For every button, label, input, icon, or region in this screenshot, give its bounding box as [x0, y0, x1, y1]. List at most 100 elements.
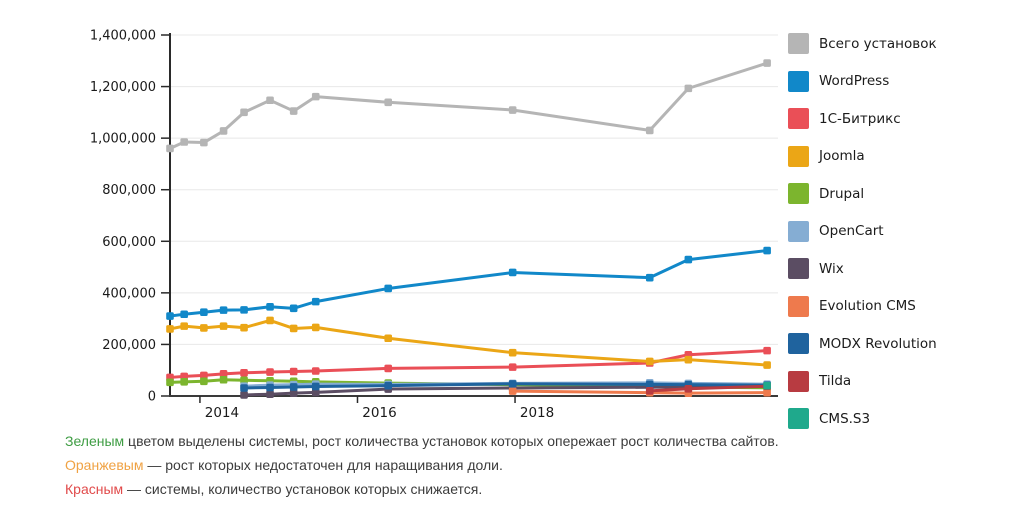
series-marker: [763, 59, 771, 67]
series-marker: [289, 107, 298, 115]
series-marker: [311, 382, 320, 391]
series-marker: [200, 308, 208, 316]
series-marker: [240, 323, 248, 332]
legend-swatch: [788, 33, 809, 54]
legend-label: Tilda: [819, 373, 852, 389]
series-marker: [289, 324, 298, 333]
series-marker: [384, 334, 393, 343]
series-marker: [219, 322, 228, 330]
series-marker: [166, 312, 174, 320]
legend-item-9[interactable]: Tilda: [788, 370, 1013, 392]
series-marker: [645, 387, 654, 395]
series-marker: [684, 84, 693, 93]
series-marker: [645, 380, 654, 389]
series-marker: [180, 378, 188, 386]
legend-item-6[interactable]: Wix: [788, 258, 1013, 279]
series-marker: [289, 389, 298, 397]
legend-label: 1С-Битрикс: [819, 110, 901, 127]
series-marker: [684, 255, 693, 264]
y-axis-label: 1,000,000: [90, 132, 156, 147]
legend-label: Evolution CMS: [819, 298, 916, 314]
chart-legend: Всего установок WordPress 1С-Битрикс Joomla…: [788, 33, 1013, 446]
series-marker: [645, 357, 654, 366]
series-marker: [763, 388, 771, 397]
footnote-color-word: Зеленым: [65, 433, 125, 449]
legend-item-4[interactable]: Drupal: [788, 183, 1013, 204]
y-axis-label: 400,000: [102, 286, 156, 301]
x-axis-label: 2014: [205, 405, 239, 421]
series-marker: [200, 324, 208, 332]
series-marker: [166, 378, 174, 387]
legend-label: OpenCart: [819, 223, 884, 239]
series-marker: [266, 368, 274, 376]
footnote-1: Оранжевым — рост которых недостаточен дл…: [65, 457, 779, 473]
legend-label: Drupal: [819, 185, 865, 202]
series-marker: [166, 325, 174, 333]
legend-item-5[interactable]: OpenCart: [788, 220, 1013, 242]
series-marker: [311, 92, 320, 101]
legend-swatch: [788, 295, 809, 317]
series-marker: [508, 363, 517, 371]
series-marker: [266, 96, 274, 105]
legend-swatch: [788, 183, 809, 204]
footnote-0: Зеленым цветом выделены системы, рост ко…: [65, 433, 779, 449]
y-axis-label: 1,200,000: [90, 80, 156, 95]
series-marker: [684, 384, 693, 393]
series-marker: [240, 384, 248, 392]
series-marker: [311, 367, 320, 375]
series-marker: [384, 364, 393, 373]
footnote-2: Красным — системы, количество установок …: [65, 481, 779, 497]
series-marker: [219, 370, 228, 378]
line-chart: 0 200,000 400,000 600,000 800,000 1,000,000 1,…: [90, 29, 778, 421]
series-marker: [266, 390, 274, 398]
series-marker: [645, 126, 654, 135]
x-axis-label: 2016: [362, 405, 396, 421]
series-marker: [219, 306, 228, 314]
series-line: [511, 389, 769, 395]
series-line: [168, 349, 769, 379]
series-marker: [311, 323, 320, 332]
series-marker: [508, 106, 517, 114]
series-marker: [289, 383, 298, 391]
legend-item-8[interactable]: MODX Revolution: [788, 333, 1013, 354]
legend-swatch: [788, 108, 809, 129]
legend-swatch: [788, 145, 809, 167]
legend-label: CMS.S3: [819, 410, 871, 427]
series-line: [168, 61, 769, 150]
series-marker: [763, 346, 771, 355]
legend-swatch: [788, 333, 809, 354]
series-marker: [219, 375, 228, 384]
series-marker: [200, 138, 208, 147]
series-marker: [289, 304, 298, 313]
series-marker: [508, 387, 517, 395]
legend-label: Всего установок: [819, 35, 937, 52]
x-axis-label: 2018: [520, 405, 554, 421]
legend-item-0[interactable]: Всего установок: [788, 33, 1013, 54]
series-marker: [508, 348, 517, 357]
legend-item-7[interactable]: Evolution CMS: [788, 295, 1013, 317]
series-marker: [311, 297, 320, 306]
series-marker: [645, 273, 654, 282]
legend-item-1[interactable]: WordPress: [788, 70, 1013, 92]
series-marker: [384, 381, 393, 390]
legend-label: Joomla: [819, 148, 865, 164]
footnote-color-word: Оранжевым: [65, 457, 144, 473]
series-marker: [763, 361, 771, 369]
legend-label: Wix: [819, 260, 844, 277]
series-marker: [508, 380, 517, 388]
chart-footnotes: Зеленым цветом выделены системы, рост ко…: [65, 433, 779, 505]
legend-item-10[interactable]: CMS.S3: [788, 408, 1013, 429]
series-marker: [266, 383, 274, 392]
series-marker: [508, 268, 517, 277]
series-marker: [266, 302, 274, 311]
series-marker: [166, 144, 174, 153]
series-marker: [180, 138, 188, 146]
legend-label: WordPress: [819, 73, 890, 89]
footnote-text: — системы, количество установок которых …: [123, 481, 483, 497]
y-axis-label: 1,400,000: [90, 29, 156, 44]
series-marker: [180, 322, 188, 330]
legend-item-2[interactable]: 1С-Битрикс: [788, 108, 1013, 129]
series-marker: [180, 310, 188, 319]
legend-item-3[interactable]: Joomla: [788, 145, 1013, 167]
